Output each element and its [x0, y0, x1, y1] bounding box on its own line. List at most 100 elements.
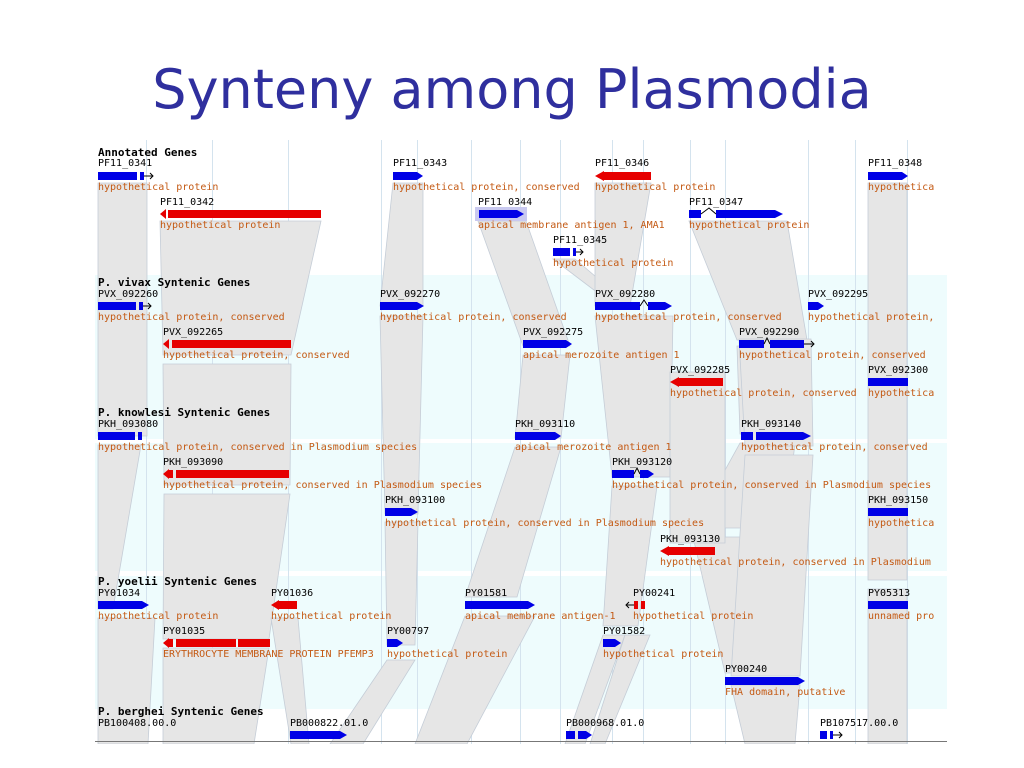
- gene-desc-pvx-092280: hypothetical protein, conserved: [595, 312, 782, 323]
- gene-glyph-pb107517[interactable]: [820, 730, 850, 741]
- gene-id-py00241[interactable]: PY00241: [633, 588, 676, 599]
- synteny-link: [464, 446, 562, 598]
- gene-glyph-pvx-092265[interactable]: [163, 339, 298, 350]
- gene-desc-pkh-093100: hypothetical protein, conserved in Plasm…: [385, 518, 705, 529]
- gene-glyph-pb000822[interactable]: [290, 730, 352, 741]
- gene-id-py01581[interactable]: PY01581: [465, 588, 508, 599]
- gene-glyph-pf11-0344[interactable]: [475, 207, 533, 221]
- gene-id-py01036[interactable]: PY01036: [271, 588, 314, 599]
- gene-glyph-pkh-093080[interactable]: [98, 431, 148, 442]
- gene-id-pvx-092290[interactable]: PVX_092290: [739, 327, 800, 338]
- gene-id-py01034[interactable]: PY01034: [98, 588, 141, 599]
- gene-desc-py01034: hypothetical protein: [98, 611, 219, 622]
- synteny-link: [477, 220, 571, 347]
- gene-id-pkh-093090[interactable]: PKH_093090: [163, 457, 224, 468]
- gene-glyph-pvx-092270[interactable]: [380, 301, 430, 312]
- gene-desc-pvx-092260: hypothetical protein, conserved: [98, 312, 285, 323]
- gene-glyph-py01581[interactable]: [465, 600, 540, 611]
- gene-desc-pkh-093150: hypothetica: [868, 518, 935, 529]
- gene-glyph-pvx-092290[interactable]: [739, 336, 821, 350]
- gene-glyph-pf11-0346[interactable]: [595, 171, 653, 182]
- gene-glyph-pf11-0342[interactable]: [160, 209, 325, 220]
- gene-id-pb000822[interactable]: PB000822.01.0: [290, 718, 369, 729]
- section-annotated-genes: Annotated Genes: [98, 146, 198, 159]
- gene-id-pf11-0342[interactable]: PF11_0342: [160, 197, 215, 208]
- gene-id-pb100408[interactable]: PB100408.00.0: [98, 718, 177, 729]
- gene-id-pkh-093110[interactable]: PKH_093110: [515, 419, 576, 430]
- gene-glyph-py01034[interactable]: [98, 600, 158, 611]
- gene-id-py00797[interactable]: PY00797: [387, 626, 430, 637]
- gene-id-pvx-092265[interactable]: PVX_092265: [163, 327, 224, 338]
- gene-id-pf11-0348[interactable]: PF11_0348: [868, 158, 923, 169]
- gene-id-pkh-093140[interactable]: PKH_093140: [741, 419, 802, 430]
- gene-id-pf11-0346[interactable]: PF11_0346: [595, 158, 650, 169]
- gene-glyph-pvx-092280[interactable]: [595, 299, 677, 312]
- gene-id-pkh-093100[interactable]: PKH_093100: [385, 495, 446, 506]
- gene-id-pf11-0345[interactable]: PF11_0345: [553, 235, 608, 246]
- grid-line: [907, 140, 908, 744]
- gene-id-py05313[interactable]: PY05313: [868, 588, 911, 599]
- gene-id-pb000968[interactable]: PB000968.01.0: [566, 718, 645, 729]
- gene-desc-pf11-0347: hypothetical protein: [689, 220, 810, 231]
- gene-glyph-pf11-0347[interactable]: [689, 207, 791, 220]
- gene-desc-pvx-092300: hypothetica: [868, 388, 935, 399]
- gene-glyph-pkh-093150[interactable]: [868, 507, 913, 518]
- synteny-link: [270, 617, 310, 744]
- gene-glyph-pvx-092260[interactable]: [98, 301, 158, 312]
- gene-glyph-py01036[interactable]: [271, 600, 301, 611]
- synteny-link: [384, 521, 419, 646]
- gene-glyph-py00240[interactable]: [725, 676, 807, 687]
- gene-id-pkh-093150[interactable]: PKH_093150: [868, 495, 929, 506]
- gene-glyph-py01035[interactable]: [163, 638, 275, 649]
- gene-id-py01035[interactable]: PY01035: [163, 626, 206, 637]
- gene-glyph-pf11-0341[interactable]: [98, 171, 158, 182]
- gene-id-pvx-092260[interactable]: PVX_092260: [98, 289, 159, 300]
- synteny-link: [514, 354, 571, 439]
- gene-glyph-py05313[interactable]: [868, 600, 913, 611]
- gene-id-pvx-092280[interactable]: PVX_092280: [595, 289, 656, 300]
- gene-glyph-pvx-092285[interactable]: [670, 377, 728, 388]
- grid-line: [381, 140, 382, 744]
- gene-id-pvx-092295[interactable]: PVX_092295: [808, 289, 869, 300]
- gene-id-pf11-0347[interactable]: PF11_0347: [689, 197, 744, 208]
- synteny-link: [379, 315, 424, 515]
- section-yoelii-genes: P. yoelii Syntenic Genes: [98, 575, 257, 588]
- gene-glyph-pkh-093130[interactable]: [660, 546, 718, 557]
- gene-glyph-pf11-0345[interactable]: [553, 247, 588, 258]
- gene-id-pkh-093120[interactable]: PKH_093120: [612, 457, 673, 468]
- gene-id-pkh-093130[interactable]: PKH_093130: [660, 534, 721, 545]
- gene-glyph-py01582[interactable]: [603, 638, 627, 649]
- gene-glyph-pkh-093120[interactable]: [612, 466, 662, 480]
- gene-glyph-py00797[interactable]: [387, 638, 409, 649]
- grid-line: [855, 140, 856, 744]
- gene-id-pf11-0343[interactable]: PF11_0343: [393, 158, 448, 169]
- gene-id-pvx-092285[interactable]: PVX_092285: [670, 365, 731, 376]
- gene-glyph-pkh-093090[interactable]: [163, 469, 293, 480]
- gene-desc-pf11-0343: hypothetical protein, conserved: [393, 182, 580, 193]
- gene-id-pkh-093080[interactable]: PKH_093080: [98, 419, 159, 430]
- grid-line: [725, 140, 726, 744]
- gene-id-pf11-0344[interactable]: PF11_0344: [478, 197, 533, 208]
- gene-glyph-pkh-093140[interactable]: [741, 429, 816, 442]
- gene-id-py00240[interactable]: PY00240: [725, 664, 768, 675]
- gene-glyph-pkh-093110[interactable]: [515, 431, 567, 442]
- gene-glyph-pvx-092300[interactable]: [868, 377, 913, 388]
- gene-glyph-pf11-0348[interactable]: [868, 171, 913, 182]
- gene-id-py01582[interactable]: PY01582: [603, 626, 646, 637]
- gene-desc-py01035: ERYTHROCYTE MEMBRANE PROTEIN PFEMP3: [163, 649, 374, 660]
- gene-id-pf11-0341[interactable]: PF11_0341: [98, 158, 153, 169]
- gene-desc-pkh-093080: hypothetical protein, conserved in Plasm…: [98, 442, 418, 453]
- gene-desc-pf11-0341: hypothetical protein: [98, 182, 219, 193]
- gene-glyph-pvx-092275[interactable]: [523, 339, 578, 350]
- gene-id-pvx-092270[interactable]: PVX_092270: [380, 289, 441, 300]
- section-berghei-genes: P. berghei Syntenic Genes: [98, 705, 264, 718]
- gene-id-pvx-092275[interactable]: PVX_092275: [523, 327, 584, 338]
- gene-id-pvx-092300[interactable]: PVX_092300: [868, 365, 929, 376]
- gene-glyph-pb000968[interactable]: [566, 730, 598, 741]
- gene-glyph-pvx-092295[interactable]: [808, 301, 830, 312]
- gene-glyph-pkh-093100[interactable]: [385, 507, 423, 518]
- synteny-link: [738, 338, 814, 447]
- gene-id-pb107517[interactable]: PB107517.00.0: [820, 718, 899, 729]
- gene-glyph-pf11-0343[interactable]: [393, 171, 428, 182]
- gene-glyph-py00241[interactable]: [625, 600, 655, 611]
